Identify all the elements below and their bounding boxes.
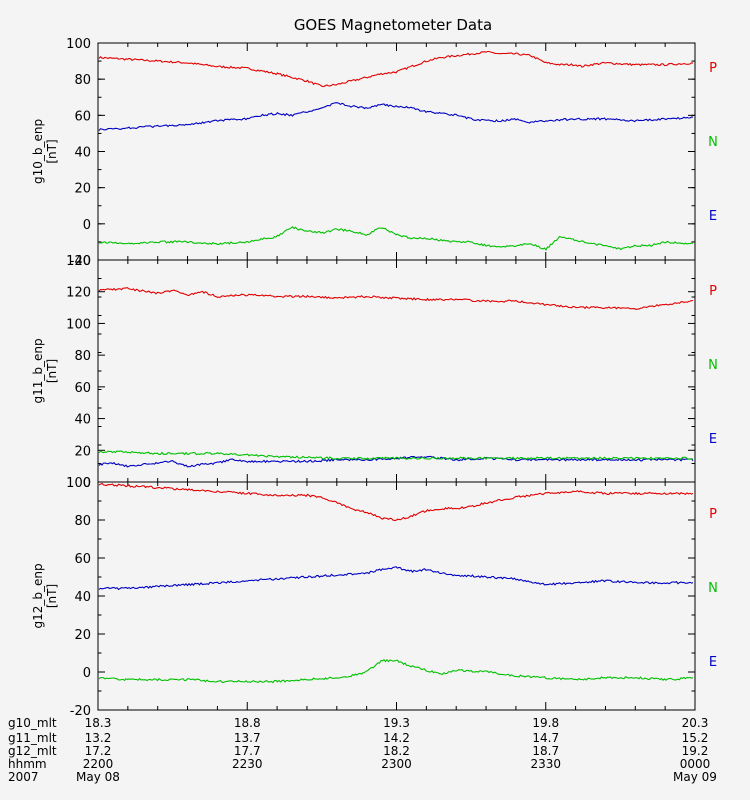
panel-frame — [97, 481, 696, 711]
panel-3: -20 0 20 40 60 80 100 g12_b_enp [nT] P N E — [31, 476, 718, 719]
series-line-E — [98, 102, 694, 132]
y-tick-label: 60 — [74, 552, 91, 567]
footer-value: 13.7 — [234, 731, 261, 745]
y-tick-label: 60 — [74, 381, 91, 396]
panel-frame — [97, 42, 696, 261]
footer-value: 18.8 — [234, 716, 261, 730]
series-line-P — [98, 50, 694, 88]
legend-P: P — [709, 507, 717, 522]
footer-value: 19.3 — [383, 716, 410, 730]
footer-value: 13.2 — [85, 731, 112, 745]
footer-value: 18.2 — [383, 744, 410, 758]
y-tick-label: 80 — [74, 514, 91, 529]
y-tick-label: 0 — [83, 666, 91, 681]
footer-value: 19.8 — [532, 716, 559, 730]
y-tick-label: 100 — [66, 476, 91, 491]
y-tick-label: 80 — [74, 349, 91, 364]
y-axis-unit: [nT] — [45, 584, 59, 608]
y-tick-label: 40 — [74, 590, 91, 605]
y-tick-label: 20 — [74, 628, 91, 643]
series-line-E — [98, 566, 694, 591]
y-tick-label: 60 — [74, 109, 91, 124]
y-axis-label: g12_b_enp — [31, 563, 45, 628]
y-tick-label: 120 — [66, 286, 91, 301]
footer-value: May 09 — [673, 770, 717, 784]
footer-row-label: hhmm — [8, 757, 47, 771]
footer-value: 14.7 — [532, 731, 559, 745]
series-line-P — [98, 287, 694, 310]
legend-E: E — [709, 432, 717, 447]
series-line-N — [98, 450, 694, 461]
footer-row-label: g12_mlt — [8, 744, 57, 758]
series-line-E — [98, 455, 694, 468]
footer-value: 2230 — [232, 757, 263, 771]
y-tick-label: 100 — [66, 37, 91, 52]
y-axis-unit: [nT] — [45, 139, 59, 163]
footer-value: 19.2 — [682, 744, 709, 758]
footer-value: 17.7 — [234, 744, 261, 758]
footer-row-label: g10_mlt — [8, 716, 57, 730]
y-tick-label: 40 — [74, 413, 91, 428]
footer-value: May 08 — [76, 770, 120, 784]
legend-E: E — [709, 655, 717, 670]
footer-value: 2330 — [530, 757, 561, 771]
footer-row-label: 2007 — [8, 770, 39, 784]
y-tick-label: 140 — [66, 254, 91, 269]
footer-value: 20.3 — [682, 716, 709, 730]
footer-value: 17.2 — [85, 744, 112, 758]
y-tick-label: 40 — [74, 146, 91, 161]
legend-P: P — [709, 61, 717, 76]
panel-frame — [97, 259, 696, 483]
y-tick-label: 20 — [74, 182, 91, 197]
y-tick-label: 0 — [83, 218, 91, 233]
footer-value: 2300 — [381, 757, 412, 771]
footer-row-label: g11_mlt — [8, 731, 57, 745]
series-line-N — [98, 658, 694, 684]
y-axis-label: g11_b_enp — [31, 338, 45, 403]
footer-value: 18.7 — [532, 744, 559, 758]
series-line-P — [98, 482, 694, 521]
y-axis-unit: [nT] — [45, 359, 59, 383]
chart-title: GOES Magnetometer Data — [294, 16, 492, 34]
legend-P: P — [709, 284, 717, 299]
y-tick-label: 80 — [74, 73, 91, 88]
y-tick-label: 0 — [83, 476, 91, 491]
legend-N: N — [708, 358, 718, 373]
y-tick-label: -20 — [70, 704, 91, 719]
footer-value: 14.2 — [383, 731, 410, 745]
series-line-N — [98, 226, 694, 251]
legend-E: E — [709, 209, 717, 224]
y-tick-label: 100 — [66, 317, 91, 332]
legend-N: N — [708, 135, 718, 150]
panel-2: 0 20 40 60 80 100 120 140 g11_b_enp [nT] P N E — [31, 254, 718, 491]
footer-value: 18.3 — [85, 716, 112, 730]
y-tick-label: -20 — [70, 254, 91, 269]
footer-value: 15.2 — [682, 731, 709, 745]
legend-N: N — [708, 581, 718, 596]
y-axis-label: g10_b_enp — [31, 119, 45, 184]
y-tick-label: 20 — [74, 444, 91, 459]
panel-1: -20 0 20 40 60 80 100 g10_b_enp [nT] P N E — [31, 37, 718, 269]
footer-value: 2200 — [83, 757, 114, 771]
footer-value: 0000 — [680, 757, 711, 771]
